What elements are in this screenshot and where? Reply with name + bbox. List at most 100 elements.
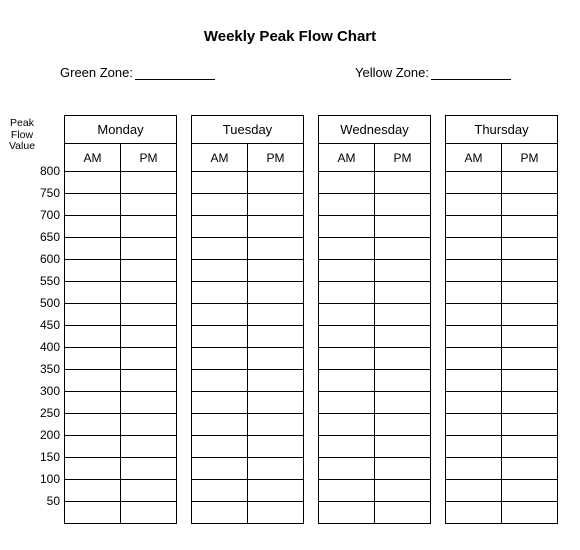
data-cell[interactable] (192, 326, 248, 348)
data-cell[interactable] (502, 458, 558, 480)
data-cell[interactable] (121, 392, 177, 414)
data-cell[interactable] (446, 480, 502, 502)
data-cell[interactable] (121, 502, 177, 524)
data-cell[interactable] (375, 260, 431, 282)
data-cell[interactable] (192, 282, 248, 304)
data-cell[interactable] (502, 436, 558, 458)
data-cell[interactable] (121, 282, 177, 304)
data-cell[interactable] (121, 194, 177, 216)
data-cell[interactable] (502, 392, 558, 414)
data-cell[interactable] (502, 304, 558, 326)
data-cell[interactable] (65, 282, 121, 304)
data-cell[interactable] (446, 238, 502, 260)
data-cell[interactable] (375, 436, 431, 458)
data-cell[interactable] (502, 502, 558, 524)
data-cell[interactable] (248, 260, 304, 282)
data-cell[interactable] (319, 216, 375, 238)
green-zone-input-line[interactable] (135, 66, 215, 80)
data-cell[interactable] (502, 238, 558, 260)
data-cell[interactable] (121, 304, 177, 326)
data-cell[interactable] (446, 392, 502, 414)
data-cell[interactable] (65, 436, 121, 458)
data-cell[interactable] (446, 216, 502, 238)
data-cell[interactable] (121, 480, 177, 502)
data-cell[interactable] (65, 260, 121, 282)
data-cell[interactable] (319, 502, 375, 524)
data-cell[interactable] (502, 480, 558, 502)
data-cell[interactable] (375, 458, 431, 480)
data-cell[interactable] (375, 304, 431, 326)
data-cell[interactable] (319, 304, 375, 326)
data-cell[interactable] (192, 502, 248, 524)
data-cell[interactable] (121, 172, 177, 194)
data-cell[interactable] (319, 414, 375, 436)
data-cell[interactable] (319, 172, 375, 194)
data-cell[interactable] (65, 304, 121, 326)
yellow-zone-input-line[interactable] (431, 66, 511, 80)
data-cell[interactable] (65, 216, 121, 238)
data-cell[interactable] (502, 216, 558, 238)
data-cell[interactable] (319, 238, 375, 260)
data-cell[interactable] (446, 282, 502, 304)
data-cell[interactable] (502, 326, 558, 348)
data-cell[interactable] (192, 436, 248, 458)
data-cell[interactable] (375, 370, 431, 392)
data-cell[interactable] (192, 348, 248, 370)
data-cell[interactable] (375, 216, 431, 238)
data-cell[interactable] (121, 436, 177, 458)
data-cell[interactable] (375, 172, 431, 194)
data-cell[interactable] (502, 282, 558, 304)
data-cell[interactable] (65, 480, 121, 502)
data-cell[interactable] (65, 414, 121, 436)
data-cell[interactable] (248, 370, 304, 392)
data-cell[interactable] (248, 480, 304, 502)
data-cell[interactable] (192, 304, 248, 326)
data-cell[interactable] (248, 414, 304, 436)
data-cell[interactable] (375, 238, 431, 260)
data-cell[interactable] (375, 480, 431, 502)
data-cell[interactable] (121, 260, 177, 282)
data-cell[interactable] (121, 348, 177, 370)
data-cell[interactable] (192, 238, 248, 260)
data-cell[interactable] (65, 348, 121, 370)
data-cell[interactable] (375, 326, 431, 348)
data-cell[interactable] (248, 304, 304, 326)
data-cell[interactable] (248, 282, 304, 304)
data-cell[interactable] (446, 458, 502, 480)
data-cell[interactable] (121, 238, 177, 260)
data-cell[interactable] (319, 480, 375, 502)
data-cell[interactable] (65, 458, 121, 480)
data-cell[interactable] (502, 370, 558, 392)
data-cell[interactable] (319, 436, 375, 458)
data-cell[interactable] (446, 194, 502, 216)
data-cell[interactable] (319, 260, 375, 282)
data-cell[interactable] (248, 392, 304, 414)
data-cell[interactable] (121, 458, 177, 480)
data-cell[interactable] (192, 480, 248, 502)
data-cell[interactable] (502, 414, 558, 436)
data-cell[interactable] (192, 458, 248, 480)
data-cell[interactable] (375, 282, 431, 304)
data-cell[interactable] (446, 502, 502, 524)
data-cell[interactable] (446, 436, 502, 458)
data-cell[interactable] (319, 326, 375, 348)
data-cell[interactable] (248, 216, 304, 238)
data-cell[interactable] (65, 326, 121, 348)
data-cell[interactable] (502, 172, 558, 194)
data-cell[interactable] (319, 194, 375, 216)
data-cell[interactable] (192, 172, 248, 194)
data-cell[interactable] (375, 414, 431, 436)
data-cell[interactable] (248, 238, 304, 260)
data-cell[interactable] (446, 370, 502, 392)
data-cell[interactable] (319, 348, 375, 370)
data-cell[interactable] (192, 260, 248, 282)
data-cell[interactable] (319, 370, 375, 392)
data-cell[interactable] (121, 414, 177, 436)
data-cell[interactable] (502, 348, 558, 370)
data-cell[interactable] (375, 392, 431, 414)
data-cell[interactable] (446, 326, 502, 348)
data-cell[interactable] (248, 458, 304, 480)
data-cell[interactable] (192, 194, 248, 216)
data-cell[interactable] (192, 216, 248, 238)
data-cell[interactable] (65, 502, 121, 524)
